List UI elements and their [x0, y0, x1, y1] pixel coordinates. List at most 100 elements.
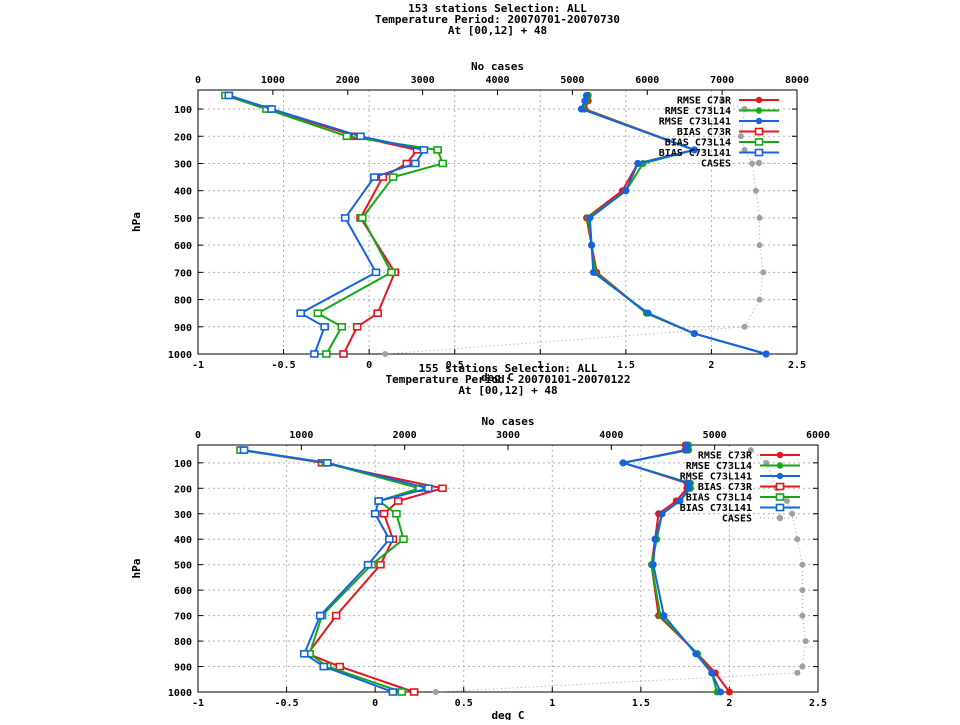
- series-bias-c73l141: [224, 91, 429, 358]
- data-point: [649, 561, 657, 569]
- data-point: [683, 446, 691, 454]
- data-point: [331, 611, 341, 620]
- series-line: [228, 94, 426, 355]
- data-point: [651, 535, 659, 543]
- x-tick-label: 0.5: [455, 698, 473, 709]
- y-tick-label: 400: [174, 187, 192, 198]
- data-point: [752, 187, 759, 194]
- series-cases: [432, 447, 809, 695]
- y-tick-label: 200: [174, 132, 192, 143]
- top-axis-label: No cases: [471, 60, 524, 73]
- data-point: [399, 535, 408, 544]
- x2-tick-label: 8000: [785, 75, 809, 86]
- data-point: [370, 509, 380, 518]
- x-tick-label: 1: [537, 360, 543, 371]
- data-point: [760, 269, 767, 276]
- series-rmse-c73l141: [577, 91, 770, 358]
- data-point: [411, 159, 420, 168]
- x-tick-label: 2.5: [809, 698, 827, 709]
- chart-title-line: Temperature Period: 20070101-20070122: [385, 373, 630, 386]
- top-axis-label: No cases: [482, 415, 535, 428]
- data-point: [357, 214, 367, 222]
- data-point: [690, 146, 698, 154]
- data-point: [619, 459, 627, 467]
- data-point: [224, 91, 234, 100]
- x2-tick-label: 6000: [806, 430, 830, 441]
- data-point: [622, 187, 630, 195]
- data-point: [376, 560, 385, 569]
- series-rmse-c73l141: [619, 441, 725, 696]
- legend-label: RMSE C73L14: [686, 461, 752, 472]
- legend-label: BIAS C73R: [698, 482, 753, 493]
- x-tick-label: 0: [366, 360, 372, 371]
- data-point: [322, 350, 331, 358]
- legend-marker: [754, 148, 764, 157]
- legend-entry: BIAS C73R: [698, 482, 800, 493]
- y-tick-label: 900: [174, 323, 192, 334]
- y-axis-label: hPa: [130, 559, 143, 579]
- series-bias-c73r: [224, 91, 422, 358]
- legend-label: CASES: [701, 159, 731, 170]
- legend-marker: [755, 159, 763, 167]
- legend-marker: [755, 96, 763, 104]
- data-point: [419, 146, 429, 154]
- x2-tick-label: 6000: [635, 75, 659, 86]
- data-point: [747, 447, 754, 454]
- legend-entry: BIAS C73L14: [665, 138, 779, 149]
- x2-tick-label: 4000: [485, 75, 509, 86]
- data-point: [335, 662, 345, 671]
- data-point: [438, 484, 447, 493]
- data-point: [784, 498, 790, 505]
- data-point: [756, 296, 763, 303]
- x-tick-label: -0.5: [272, 360, 296, 371]
- data-point: [794, 536, 801, 543]
- legend-entry: CASES: [722, 514, 800, 525]
- data-point: [756, 214, 763, 221]
- legend-entry: RMSE C73R: [698, 451, 800, 462]
- data-point: [749, 160, 756, 167]
- legend-marker: [775, 493, 785, 501]
- legend-marker: [754, 127, 764, 136]
- x2-tick-label: 2000: [393, 430, 417, 441]
- x-tick-label: 0: [372, 698, 378, 709]
- y-tick-label: 600: [174, 241, 192, 252]
- y-tick-label: 400: [174, 535, 192, 546]
- data-point: [802, 638, 809, 645]
- data-point: [725, 688, 733, 696]
- x-tick-label: 1.5: [617, 360, 635, 371]
- data-point: [763, 459, 770, 466]
- series-bias-c73l14: [221, 91, 448, 358]
- data-point: [799, 663, 806, 670]
- y-tick-label: 700: [174, 612, 192, 623]
- data-point: [589, 268, 597, 276]
- data-point: [267, 105, 276, 113]
- data-point: [397, 688, 407, 696]
- data-point: [299, 650, 309, 658]
- data-point: [756, 242, 763, 249]
- y-tick-label: 800: [174, 637, 192, 648]
- data-point: [310, 350, 319, 358]
- data-point: [660, 612, 668, 620]
- data-point: [685, 479, 693, 487]
- legend-marker: [776, 472, 784, 480]
- data-point: [374, 497, 383, 505]
- data-point: [676, 497, 684, 505]
- data-point: [690, 330, 698, 338]
- data-point: [320, 322, 329, 331]
- x2-tick-label: 3000: [496, 430, 520, 441]
- chart-title-line: At [00,12] + 48: [448, 24, 547, 37]
- legend-marker: [755, 117, 763, 125]
- legend-marker: [776, 462, 784, 469]
- legend-marker: [776, 451, 784, 459]
- series-line: [240, 449, 423, 693]
- series-cases: [382, 97, 767, 357]
- x-tick-label: 0.5: [446, 360, 464, 371]
- x2-tick-label: 1000: [289, 430, 313, 441]
- legend-entry: RMSE C73L14: [686, 461, 800, 472]
- x-tick-label: -1: [192, 360, 204, 371]
- data-point: [387, 268, 396, 277]
- data-point: [683, 441, 691, 449]
- data-point: [379, 509, 389, 518]
- legend-entry: BIAS C73L141: [680, 503, 800, 514]
